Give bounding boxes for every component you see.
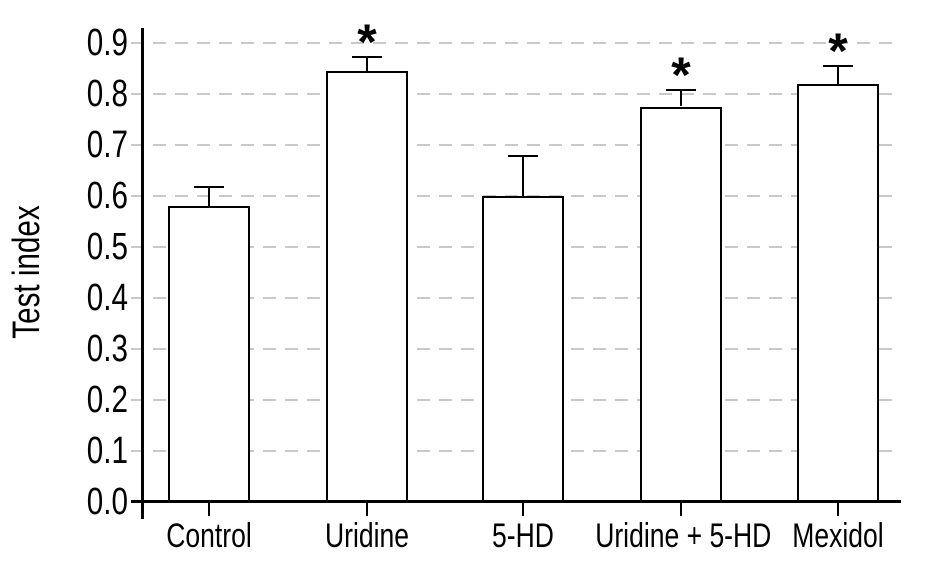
error-bar-mexidol xyxy=(837,66,839,84)
x-axis-label-5-hd: 5-HD xyxy=(492,517,554,555)
x-tick-control xyxy=(208,503,210,516)
bar-control xyxy=(168,206,250,502)
error-bar-5-hd xyxy=(522,156,524,196)
x-axis-label-uridine-5-hd: Uridine + 5-HD xyxy=(595,517,772,555)
error-bar-cap-5-hd xyxy=(508,155,538,157)
y-tick-label: 0.0 xyxy=(86,481,128,523)
gridline xyxy=(131,144,901,146)
x-axis-label-control: Control xyxy=(166,517,252,555)
y-tick-label: 0.1 xyxy=(86,430,128,472)
error-bar-uridine xyxy=(366,57,368,71)
y-tick-label: 0.7 xyxy=(86,124,128,166)
significance-asterisk-mexidol: * xyxy=(828,23,848,79)
gridline xyxy=(131,93,901,95)
bar-mexidol xyxy=(797,84,879,502)
bar-5-hd xyxy=(482,196,564,502)
y-tick-label: 0.5 xyxy=(86,226,128,268)
x-tick-uridine xyxy=(366,503,368,516)
y-tick-label: 0.8 xyxy=(86,73,128,115)
x-axis-label-mexidol: Mexidol xyxy=(792,517,884,555)
error-bar-cap-uridine xyxy=(352,56,382,58)
error-bar-cap-uridine-5-hd xyxy=(666,89,696,91)
x-tick-uridine-5-hd xyxy=(680,503,682,516)
y-tick-label: 0.4 xyxy=(86,277,128,319)
y-tick-label: 0.2 xyxy=(86,379,128,421)
bar-uridine-5-hd xyxy=(640,107,722,502)
error-bar-control xyxy=(208,187,210,206)
bar-uridine xyxy=(326,71,408,502)
gridline xyxy=(131,42,901,44)
y-axis-line xyxy=(141,28,144,519)
y-tick-label: 0.6 xyxy=(86,175,128,217)
x-tick-5-hd xyxy=(522,503,524,516)
error-bar-uridine-5-hd xyxy=(680,90,682,106)
significance-asterisk-uridine-5-hd: * xyxy=(671,47,691,103)
error-bar-cap-control xyxy=(194,186,224,188)
y-tick-label: 0.3 xyxy=(86,328,128,370)
x-tick-mexidol xyxy=(837,503,839,516)
error-bar-cap-mexidol xyxy=(823,65,853,67)
significance-asterisk-uridine: * xyxy=(357,14,377,70)
y-tick-label: 0.9 xyxy=(86,22,128,64)
x-axis-label-uridine: Uridine xyxy=(324,517,410,555)
